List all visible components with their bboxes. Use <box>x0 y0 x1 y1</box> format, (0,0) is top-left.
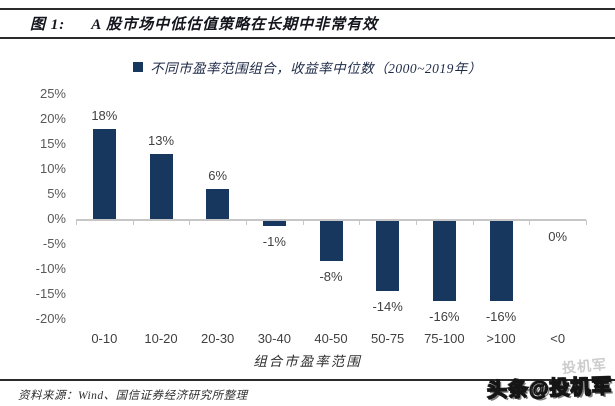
y-tick-label: 5% <box>47 186 66 201</box>
x-axis-title: 组合市盈率范围 <box>253 354 362 369</box>
bar-value-label: -1% <box>262 234 286 249</box>
bar <box>432 220 456 301</box>
y-tick-label: 25% <box>39 86 66 101</box>
x-axis-line <box>76 219 586 221</box>
y-tick-label: 10% <box>39 161 66 176</box>
bar-value-label: 0% <box>548 229 568 244</box>
axis-tick <box>246 220 247 225</box>
y-tick-label: -20% <box>35 311 66 326</box>
y-tick-label: -15% <box>35 286 66 301</box>
y-tick-label: -10% <box>35 261 66 276</box>
x-tick-label: 40-50 <box>314 331 348 346</box>
x-tick-label: 30-40 <box>257 331 291 346</box>
bar-value-label: 13% <box>147 133 175 148</box>
bar <box>262 220 286 226</box>
x-tick-label: 50-75 <box>371 331 405 346</box>
axis-tick <box>359 220 361 225</box>
bar-value-label: -16% <box>485 309 517 324</box>
chart-legend: 不同市盈率范围组合，收益率中位数（2000~2019年） <box>0 57 615 77</box>
title-rule <box>0 37 615 39</box>
bar-value-label: 18% <box>91 108 118 123</box>
bar-value-label: -16% <box>429 309 460 324</box>
top-rule <box>0 8 615 10</box>
source-note: 资料来源：Wind、国信证券经济研究所整理 <box>18 390 248 402</box>
x-tick-label: >100 <box>486 331 516 346</box>
bar-value-label: -8% <box>319 269 343 284</box>
bar-value-label: -14% <box>372 299 403 314</box>
bar <box>149 154 173 219</box>
footer-rule <box>0 379 615 381</box>
y-tick-label: 20% <box>39 111 66 126</box>
axis-tick <box>189 220 191 225</box>
y-tick-label: 15% <box>39 136 66 151</box>
y-tick-label: -5% <box>42 236 66 251</box>
bar <box>92 129 116 219</box>
bar <box>319 220 343 261</box>
x-tick-label: 75-100 <box>424 331 465 346</box>
axis-tick <box>76 220 77 225</box>
bar <box>206 189 230 219</box>
legend-marker <box>133 62 144 72</box>
figure-title-row: 图 1: A 股市场中低估值策略在长期中非常有效 <box>30 13 378 34</box>
axis-tick <box>529 220 531 225</box>
figure-label: 图 1: <box>30 17 66 33</box>
axis-tick <box>472 220 474 225</box>
legend-label: 不同市盈率范围组合，收益率中位数（2000~2019年） <box>150 61 482 76</box>
axis-tick <box>586 220 587 225</box>
x-tick-label: 0-10 <box>91 331 118 346</box>
bar <box>489 220 513 301</box>
axis-tick <box>416 220 417 225</box>
figure-title: A 股市场中低估值策略在长期中非常有效 <box>91 17 379 33</box>
watermark: 头条@投机军 <box>486 375 614 403</box>
y-tick-label: 0% <box>47 211 66 226</box>
x-tick-label: 10-20 <box>144 331 178 346</box>
axis-tick <box>302 220 304 225</box>
axis-tick <box>132 220 134 225</box>
bar-value-label: 6% <box>208 168 228 183</box>
bar <box>376 220 400 291</box>
x-tick-label: <0 <box>550 331 566 346</box>
x-tick-label: 20-30 <box>201 331 235 346</box>
